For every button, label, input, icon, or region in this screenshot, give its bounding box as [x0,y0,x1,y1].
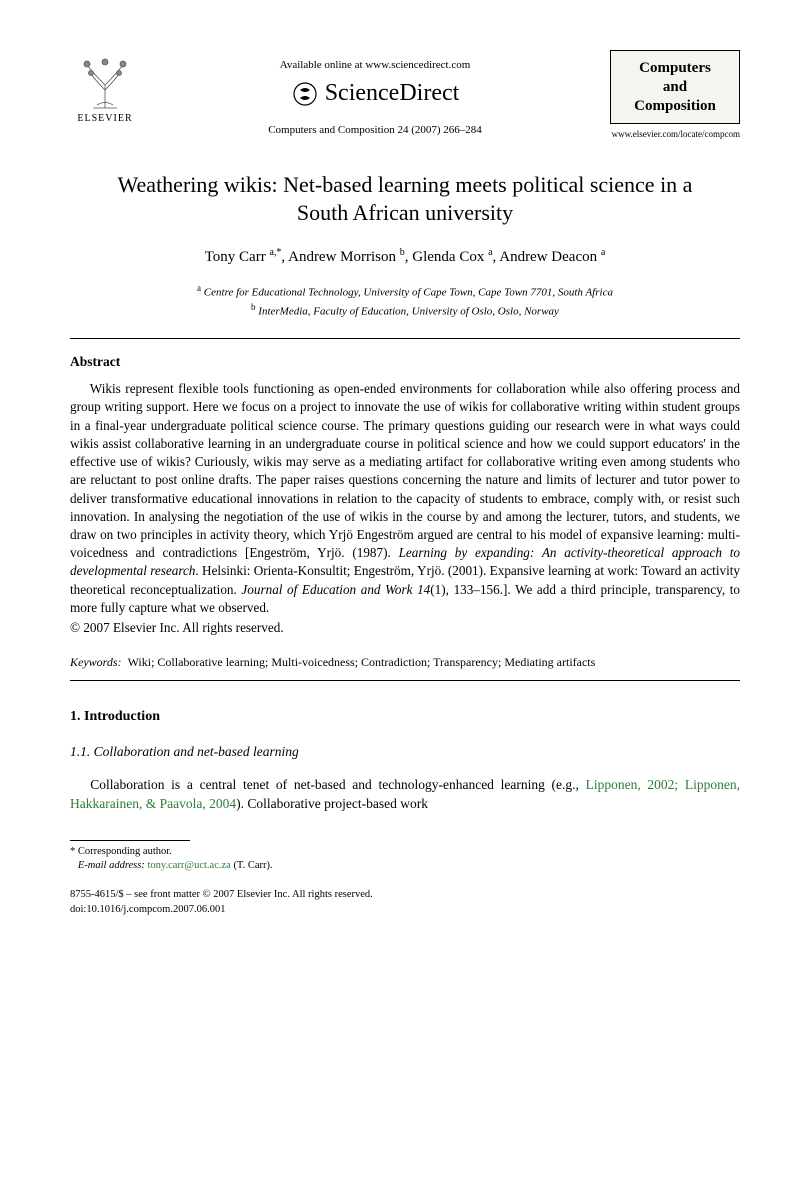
corresponding-asterisk: * [276,247,281,258]
page-footer: 8755-4615/$ – see front matter © 2007 El… [70,888,740,917]
abstract-body: Wikis represent flexible tools functioni… [70,380,740,617]
email-label: E-mail address: [78,860,145,871]
keywords-label: Keywords: [70,655,122,669]
intro-paragraph: Collaboration is a central tenet of net-… [70,776,740,814]
section-1-1-heading: 1.1. Collaboration and net-based learnin… [70,743,740,762]
available-online-text: Available online at www.sciencedirect.co… [280,58,471,73]
elsevier-label: ELSEVIER [77,112,132,126]
author-2-affil: b [400,247,405,258]
email-who: (T. Carr). [233,860,272,871]
intro-text-post: ). Collaborative project-based work [236,796,428,811]
divider-rule [70,338,740,339]
page-header: ELSEVIER Available online at www.science… [70,50,740,141]
sciencedirect-icon [291,80,319,108]
elsevier-tree-icon [75,50,135,110]
keywords-line: Keywords: Wiki; Collaborative learning; … [70,654,740,671]
author-4-affil: a [601,247,605,258]
author-3: Glenda Cox [412,249,484,265]
sciencedirect-logo: ScienceDirect [291,77,460,111]
citation-line: Computers and Composition 24 (2007) 266–… [268,123,482,138]
author-2: Andrew Morrison [288,249,396,265]
author-4: Andrew Deacon [499,249,597,265]
abstract-italic-2: Journal of Education and Work 14 [241,582,430,597]
center-header: Available online at www.sciencedirect.co… [140,50,610,138]
doi-line: doi:10.1016/j.compcom.2007.06.001 [70,904,225,915]
sciencedirect-text: ScienceDirect [325,77,460,111]
issn-line: 8755-4615/$ – see front matter © 2007 El… [70,889,373,900]
journal-title-box: Computers and Composition [610,50,740,124]
affiliation-a: Centre for Educational Technology, Unive… [204,287,613,299]
email-link[interactable]: tony.carr@uct.ac.za [147,860,230,871]
journal-box-line2: and [663,79,687,95]
author-1: Tony Carr [205,249,266,265]
article-title: Weathering wikis: Net-based learning mee… [110,171,700,228]
corresponding-author-footnote: * Corresponding author. E-mail address: … [70,845,740,874]
journal-box-line1: Computers [639,60,711,76]
footnote-rule [70,840,190,841]
intro-text-pre: Collaboration is a central tenet of net-… [90,777,585,792]
elsevier-logo-block: ELSEVIER [70,50,140,126]
affiliation-b: InterMedia, Faculty of Education, Univer… [258,306,559,318]
affiliations: a Centre for Educational Technology, Uni… [70,282,740,320]
abstract-copyright: © 2007 Elsevier Inc. All rights reserved… [70,619,740,637]
abstract-heading: Abstract [70,353,740,372]
divider-rule-2 [70,680,740,681]
journal-url: www.elsevier.com/locate/compcom [610,128,740,141]
journal-box-line3: Composition [634,98,716,114]
author-3-affil: a [488,247,492,258]
journal-box-wrapper: Computers and Composition www.elsevier.c… [610,50,740,141]
section-1-heading: 1. Introduction [70,707,740,727]
keywords-list: Wiki; Collaborative learning; Multi-voic… [128,655,596,669]
abstract-text-1: Wikis represent flexible tools functioni… [70,381,740,560]
authors-line: Tony Carr a,*, Andrew Morrison b, Glenda… [70,246,740,268]
corr-author-label: * Corresponding author. [70,846,172,857]
